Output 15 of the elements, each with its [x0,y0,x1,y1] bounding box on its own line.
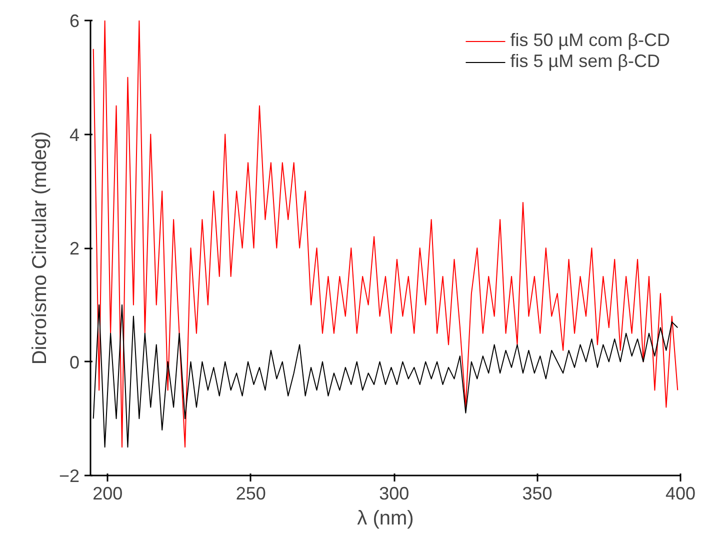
y-tick-label: −2 [58,466,80,486]
x-tick-label: 350 [522,484,552,504]
x-axis-title: λ (nm) [357,508,414,530]
legend-label: fis 50 µM com β-CD [510,30,670,51]
x-tick-label: 250 [236,484,266,504]
y-tick-label: 0 [69,352,80,372]
x-tick-label: 400 [665,484,696,504]
y-tick-label: 6 [69,11,80,31]
x-tick-label: 200 [92,484,123,504]
y-tick-label: 2 [69,238,80,258]
y-axis-title: Dicroísmo Circular (mdeg) [28,131,51,365]
x-tick-label: 300 [379,484,410,504]
line-series [92,20,678,448]
legend-label: fis 5 µM sem β-CD [510,51,660,72]
y-tick-label: 4 [69,124,80,145]
